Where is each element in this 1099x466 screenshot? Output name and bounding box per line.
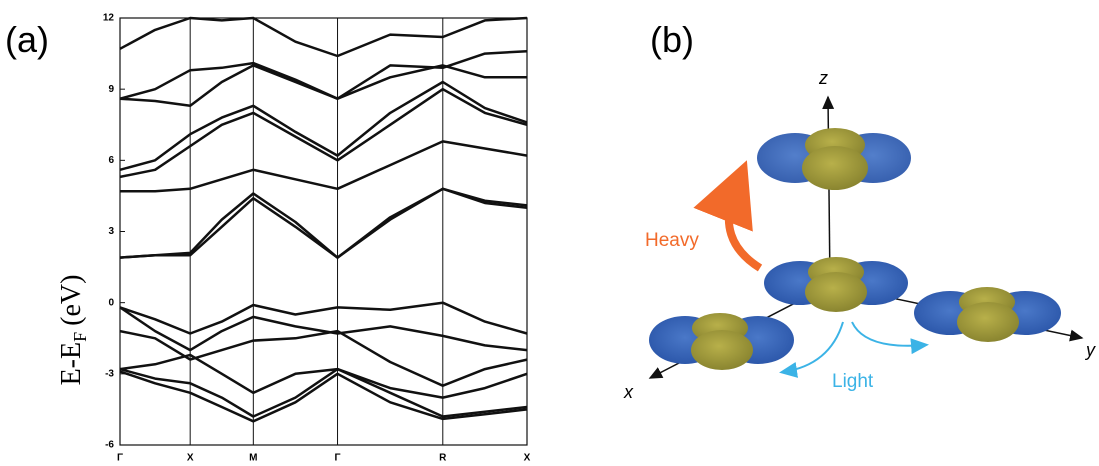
band [119,187,528,259]
y-tick-label: 6 [108,155,114,166]
y-tick-label: 12 [103,13,115,24]
band [119,80,528,172]
y-tick-label: -6 [105,440,114,451]
x-tick-label: X [187,453,194,464]
orbital [649,313,794,370]
band [119,306,528,352]
band [119,16,528,58]
x-tick-label: R [439,453,447,464]
x-tick-label: Γ [117,453,123,464]
orbital [757,128,911,190]
band [120,140,528,193]
band-plot: -6 -3 0 3 6 9 12 Γ X M Γ R X [103,13,531,464]
x-tick-label: Γ [335,453,341,464]
y-tick-label: 9 [108,84,114,95]
band [119,87,528,179]
y-axis-label: E-EF (eV) [56,275,90,386]
y-label-main: E-E [56,342,87,386]
band [119,301,528,335]
y-label: y [1084,340,1096,360]
band [119,370,528,423]
light-arrow [779,321,844,378]
x-tick-label: X [524,453,531,464]
orbital [764,257,908,312]
band [119,49,528,100]
light-arrow [851,321,929,355]
band [119,329,528,387]
x-tick-label: M [249,453,257,464]
heavy-label: Heavy [645,230,699,251]
band [119,353,528,399]
y-label-sub: F [70,332,90,342]
z-axis [822,95,835,286]
y-label-unit: (eV) [56,275,87,326]
band [119,367,528,418]
orbital [914,287,1061,342]
heavy-arrow [693,160,763,272]
orbital-diagram: Heavy Light z x y [623,68,1096,402]
z-label: z [818,68,828,88]
panel-label: (b) [650,19,694,60]
light-label: Light [832,371,874,392]
y-tick-label: -3 [105,368,114,379]
panel-label: (a) [5,19,49,60]
y-tick-label: 0 [108,297,114,308]
y-tick-label: 3 [108,226,114,237]
band [119,64,527,108]
x-label: x [623,382,634,402]
